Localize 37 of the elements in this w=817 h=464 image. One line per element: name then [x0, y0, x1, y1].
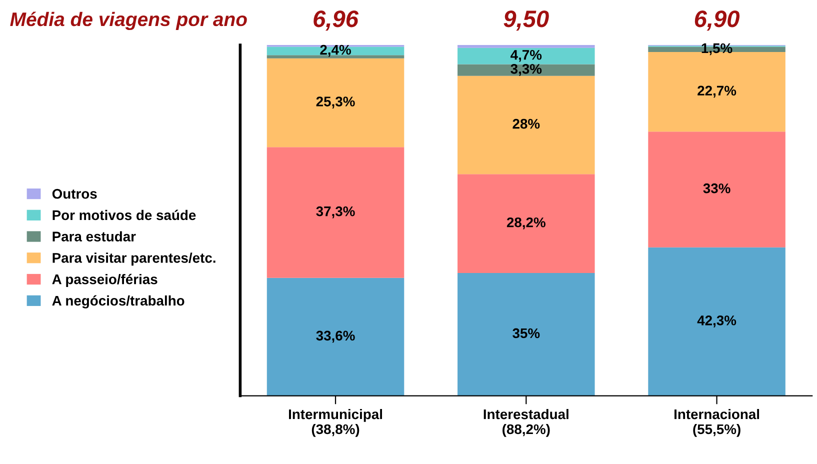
bar	[648, 247, 786, 396]
data-label: 35%	[512, 328, 540, 338]
data-label: 22,7%	[698, 86, 736, 98]
data-label: 28,2%	[506, 217, 546, 230]
legend-label: Para estudar	[52, 231, 136, 242]
bar	[458, 76, 595, 174]
bar	[458, 273, 595, 396]
bar	[458, 48, 595, 64]
legend-label: Para visitar parentes/etc.	[52, 252, 216, 266]
bar	[266, 147, 404, 278]
data-label: 3,3%	[510, 64, 542, 76]
x-tick-label: Internacional (55,5%)	[674, 408, 760, 437]
bar	[648, 132, 786, 248]
data-label: 33,6%	[316, 330, 355, 343]
legend-label: Outros	[52, 188, 97, 199]
data-label: 4,7%	[510, 50, 542, 62]
chart-title: Média de viagens por ano	[10, 12, 247, 30]
data-label: 37,3%	[316, 206, 355, 218]
legend-label: A negócios/trabalho	[52, 295, 184, 308]
data-label: 42,3%	[697, 315, 736, 328]
text: 6,90	[694, 10, 740, 31]
data-label: 28%	[512, 118, 540, 129]
text: 9,50	[504, 10, 549, 31]
bar	[458, 64, 595, 76]
legend-label: A passeio/férias	[52, 274, 158, 287]
data-label: 2,4%	[320, 44, 351, 57]
bar	[458, 45, 595, 48]
bar	[266, 278, 404, 396]
legend-label: Por motivos de saúde	[52, 210, 196, 220]
bar	[458, 174, 595, 274]
x-tick-label: Interestadual (88,2%)	[484, 408, 568, 437]
bar	[266, 58, 404, 148]
data-label: 33%	[703, 183, 730, 194]
data-label: 25,3%	[316, 96, 355, 108]
text: 6,96	[314, 10, 359, 31]
bar	[266, 55, 404, 58]
x-tick-label: Intermunicipal (38,8%)	[288, 408, 382, 437]
